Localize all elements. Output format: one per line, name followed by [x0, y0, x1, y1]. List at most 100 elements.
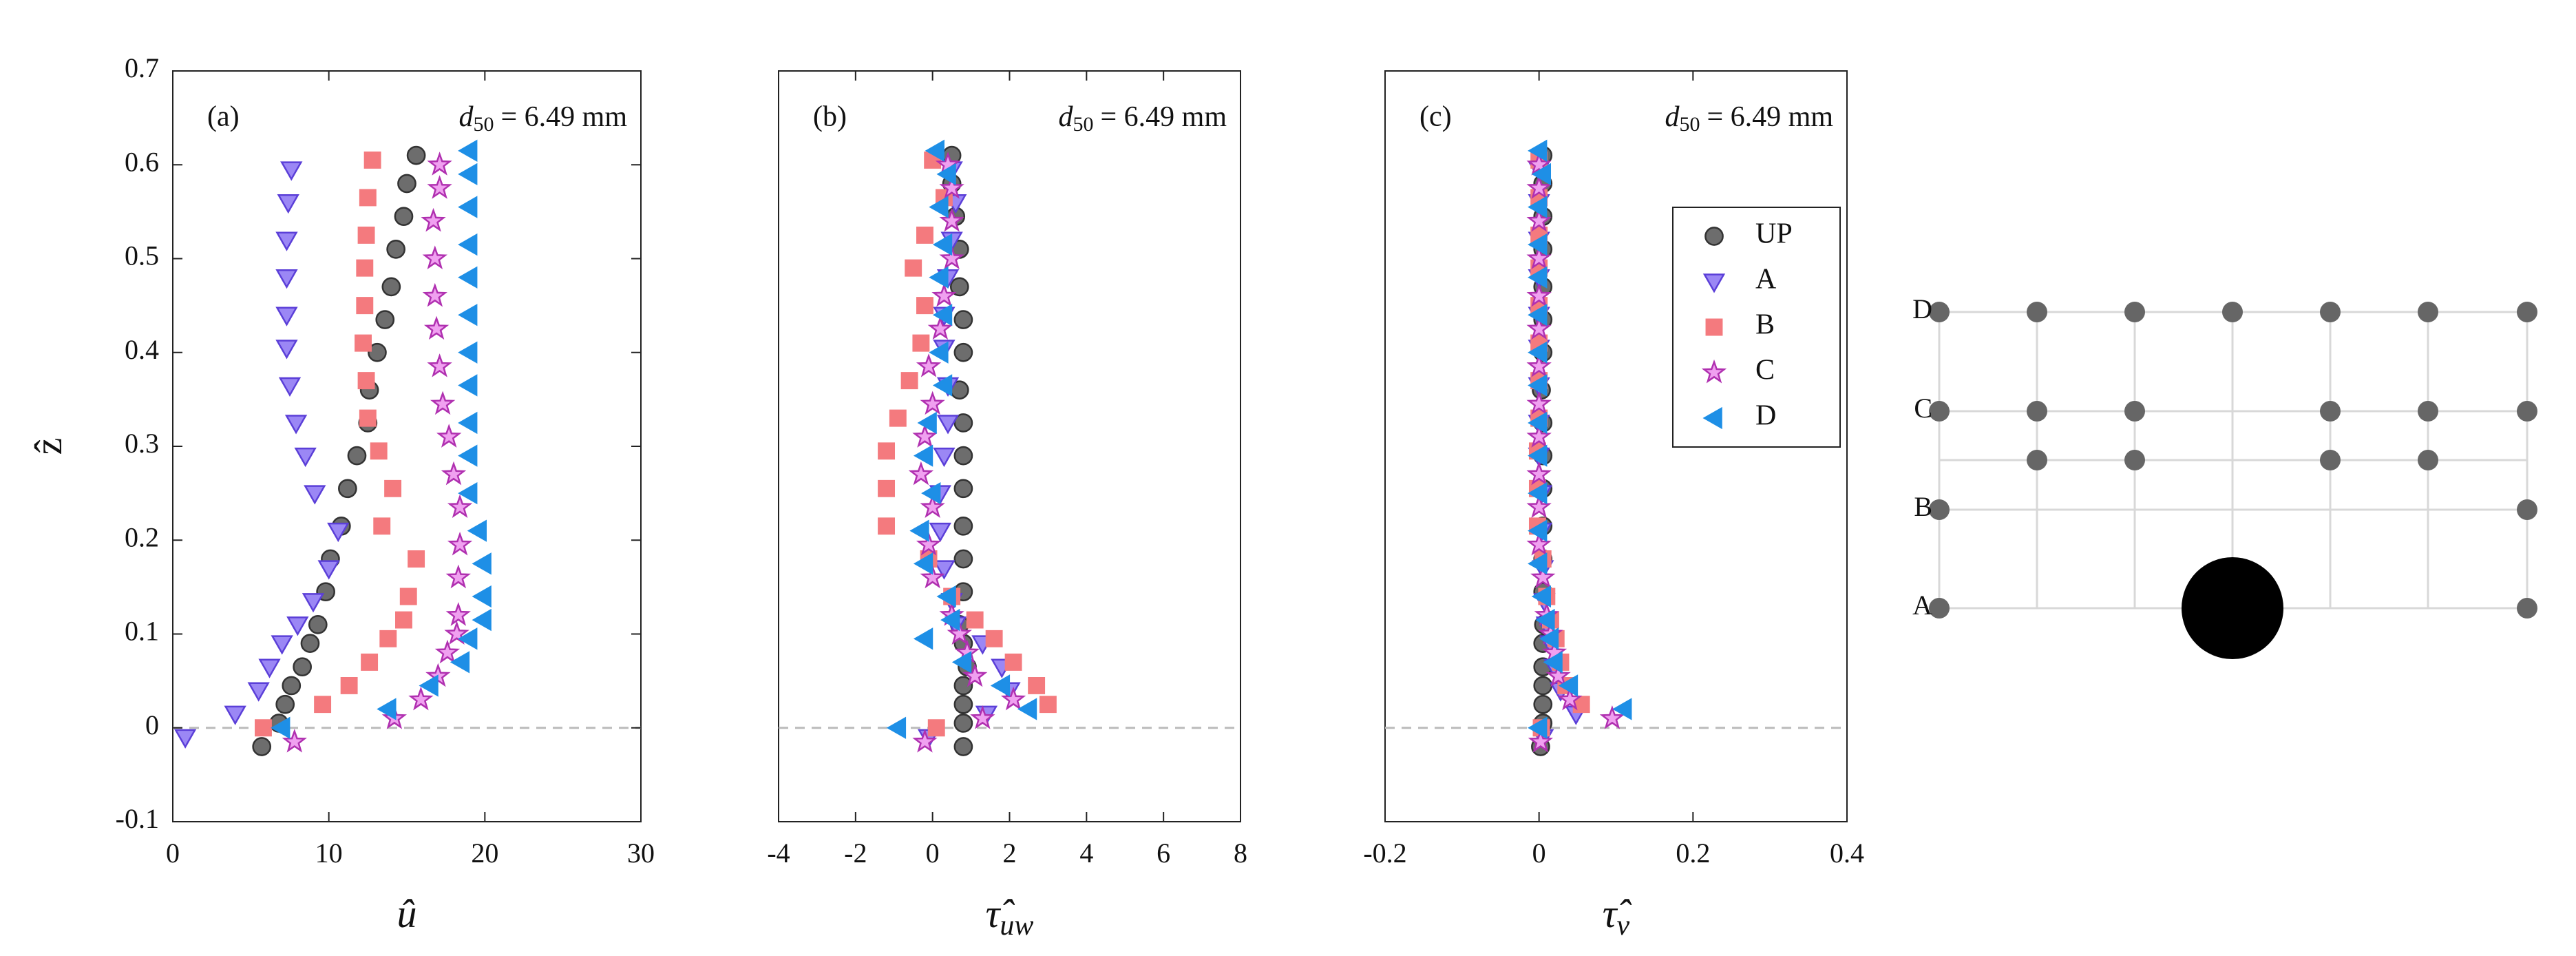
x-axis-label-part: ν [1617, 910, 1630, 942]
data-point [932, 374, 953, 397]
data-point [357, 226, 375, 244]
data-point [929, 196, 949, 218]
x-tick-label: 6 [1157, 838, 1170, 869]
data-point [427, 152, 452, 176]
data-point [1000, 686, 1026, 711]
data-point [1528, 266, 1548, 289]
data-point [936, 585, 956, 608]
data-point [445, 602, 471, 626]
data-point [293, 657, 312, 677]
legend-marker [1702, 406, 1722, 430]
data-point [953, 479, 973, 499]
legend-label: D [1755, 400, 1776, 432]
data-point [932, 304, 953, 326]
data-point [939, 175, 964, 199]
data-point [375, 310, 395, 329]
data-point [308, 615, 328, 634]
measurement-point [2027, 450, 2047, 470]
legend-box [1672, 207, 1841, 448]
data-point [931, 282, 957, 307]
data-point [458, 139, 478, 162]
data-point [338, 479, 357, 499]
data-point [953, 342, 973, 362]
x-tick-label: -2 [844, 838, 867, 869]
data-point [1531, 163, 1552, 186]
data-point [1528, 552, 1548, 575]
data-point [927, 719, 945, 737]
data-point [1528, 196, 1548, 218]
data-point [1599, 705, 1625, 729]
data-point [1528, 304, 1548, 326]
data-point [925, 139, 945, 162]
data-point [1531, 585, 1552, 608]
data-point [300, 634, 320, 653]
measurement-point [2517, 401, 2537, 422]
data-point [458, 233, 478, 256]
data-point [252, 737, 272, 756]
data-point [472, 585, 492, 608]
data-point [434, 639, 461, 664]
data-point [985, 630, 1003, 647]
x-tick-label: 4 [1079, 838, 1093, 869]
x-tick-label: 0 [1532, 838, 1546, 869]
data-point [916, 353, 942, 377]
data-point [1528, 729, 1554, 753]
data-point [386, 240, 405, 259]
data-point [444, 621, 469, 645]
data-point [395, 611, 412, 629]
data-point [458, 627, 478, 650]
annotation-part: = 6.49 mm [500, 101, 627, 133]
annotation-part: = 6.49 mm [1100, 101, 1227, 133]
data-point [423, 315, 450, 340]
data-point [1528, 716, 1548, 739]
data-point [953, 516, 973, 536]
data-point [1528, 444, 1548, 467]
data-point [275, 340, 298, 360]
x-tick-label: 30 [627, 838, 655, 869]
data-point [447, 494, 473, 519]
measurement-point [2418, 401, 2438, 422]
cylinder [2182, 557, 2283, 659]
data-point [445, 564, 471, 589]
data-point [247, 682, 270, 702]
data-point [458, 163, 478, 186]
row-label: D [1912, 293, 1932, 324]
y-tick-label: 0.5 [125, 240, 159, 271]
y-tick-label: 0.1 [125, 616, 159, 647]
data-point [421, 207, 446, 232]
measurement-point [2222, 302, 2243, 322]
measurement-point [1929, 302, 1950, 322]
measurement-point [2124, 302, 2145, 322]
data-point [458, 444, 478, 467]
data-point [933, 560, 956, 580]
data-point [458, 196, 478, 218]
y-tick-label: 0.4 [125, 334, 159, 365]
legend-label: C [1755, 355, 1775, 386]
data-point [408, 550, 425, 568]
data-point [255, 719, 272, 737]
data-point [912, 424, 938, 448]
data-point [913, 444, 933, 467]
data-point [1530, 564, 1556, 589]
measurement-point [2320, 302, 2341, 322]
x-tick-label: 0 [166, 838, 180, 869]
data-point [1539, 627, 1559, 650]
data-point [970, 705, 995, 729]
data-point [422, 245, 447, 269]
data-point [399, 588, 417, 605]
data-point [430, 391, 456, 415]
data-point [441, 461, 467, 486]
data-point [913, 627, 933, 650]
data-point [282, 729, 307, 753]
measurement-point [2124, 450, 2145, 470]
data-point [953, 549, 973, 569]
data-point [966, 611, 984, 629]
y-tick-label: 0.3 [125, 428, 159, 459]
data-point [314, 696, 332, 714]
data-point [472, 608, 492, 632]
data-point [951, 651, 972, 674]
data-point [275, 269, 298, 289]
data-point [280, 161, 303, 181]
data-point [379, 630, 397, 647]
measurement-point [1929, 499, 1950, 520]
